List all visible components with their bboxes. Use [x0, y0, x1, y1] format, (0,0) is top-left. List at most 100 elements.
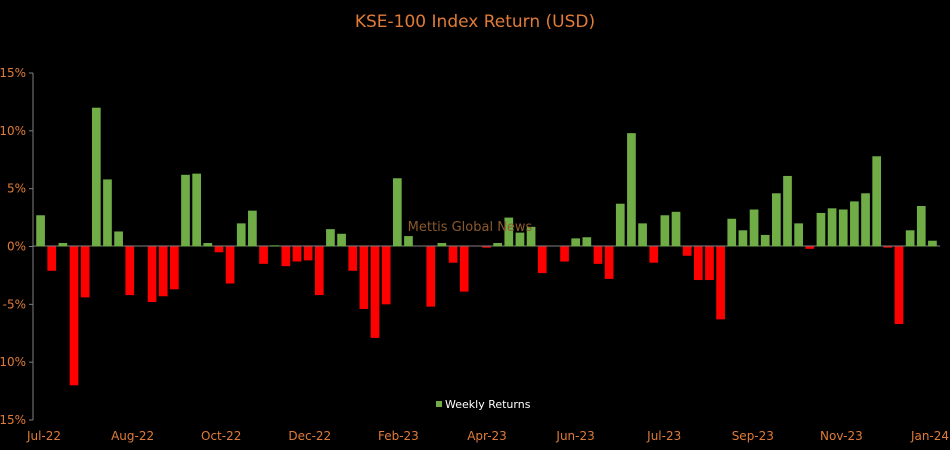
bar [895, 247, 904, 325]
bar [727, 219, 736, 247]
bar [192, 174, 201, 247]
legend-label: Weekly Returns [445, 398, 531, 411]
bar [805, 247, 814, 249]
bar [627, 133, 636, 246]
x-tick-label: Jan-24 [910, 429, 949, 443]
bar [560, 247, 569, 262]
bar [571, 238, 580, 246]
x-tick-label: Jul-22 [26, 429, 61, 443]
bar [315, 247, 324, 296]
bar [482, 247, 491, 248]
bar [59, 243, 68, 246]
y-tick-label: 15% [0, 66, 26, 80]
x-tick-label: Jul-23 [646, 429, 681, 443]
bar [761, 235, 770, 247]
bar [694, 247, 703, 281]
bar [605, 247, 614, 279]
x-tick-label: Oct-22 [201, 429, 241, 443]
bar [371, 247, 380, 338]
x-tick-label: Sep-23 [732, 429, 774, 443]
bar [906, 230, 915, 246]
bar [928, 241, 937, 247]
bar [404, 236, 413, 246]
bar [661, 215, 670, 246]
bar [237, 223, 246, 246]
x-tick-label: Feb-23 [378, 429, 419, 443]
bar [460, 247, 469, 292]
bar [582, 237, 591, 246]
bar [148, 247, 157, 303]
bar [672, 212, 681, 247]
bar [828, 208, 837, 246]
y-ticks: -15% -10% -5% 0% 5% 10% 15% [0, 66, 33, 427]
x-tick-label: Dec-22 [288, 429, 331, 443]
bar [438, 243, 447, 246]
bar [649, 247, 658, 263]
legend: Weekly Returns [436, 398, 531, 411]
y-tick-label: 5% [7, 182, 26, 196]
bar [304, 247, 313, 261]
bar [493, 243, 502, 246]
bar [215, 247, 224, 253]
bar [293, 247, 302, 262]
bar [683, 247, 692, 256]
bar [850, 201, 859, 246]
y-tick-label: -15% [0, 413, 26, 427]
bar [248, 211, 257, 247]
chart-title: KSE-100 Index Return (USD) [355, 12, 595, 32]
bar [326, 229, 335, 246]
bar [203, 243, 212, 246]
bar [337, 234, 346, 247]
bar [794, 223, 803, 246]
bar [226, 247, 235, 284]
legend-swatch [436, 401, 442, 407]
bar [449, 247, 458, 263]
bar [92, 108, 101, 247]
bar [783, 176, 792, 247]
bar [47, 247, 56, 271]
x-tick-label: Apr-23 [467, 429, 507, 443]
x-tick-label: Jun-23 [555, 429, 594, 443]
watermark: Mettis Global News [408, 220, 533, 235]
bar [181, 175, 190, 247]
y-tick-label: 0% [7, 240, 26, 254]
bar [750, 209, 759, 246]
bar [281, 247, 290, 267]
x-tick-label: Nov-23 [820, 429, 863, 443]
y-tick-label: -5% [3, 297, 26, 311]
bar [270, 245, 279, 246]
bar [538, 247, 547, 274]
bar [883, 247, 892, 248]
bar [861, 193, 870, 246]
x-tick-label: Aug-22 [111, 429, 154, 443]
bar [705, 247, 714, 281]
y-tick-label: -10% [0, 355, 26, 369]
bar [259, 247, 268, 264]
bar [616, 204, 625, 247]
bar [594, 247, 603, 264]
bar [638, 223, 647, 246]
bar [114, 231, 123, 246]
bar [839, 209, 848, 246]
bar [716, 247, 725, 320]
bar [772, 193, 781, 246]
bar [125, 247, 134, 296]
bar [81, 247, 90, 298]
bar [36, 215, 45, 246]
bar [393, 178, 402, 246]
bar [872, 156, 881, 246]
bar [103, 179, 112, 246]
bar [426, 247, 435, 307]
bar [159, 247, 168, 297]
y-tick-label: 10% [0, 124, 26, 138]
bar [817, 213, 826, 247]
bar [70, 247, 79, 386]
bar [382, 247, 391, 305]
bar [739, 230, 748, 246]
bar [360, 247, 369, 309]
bar [170, 247, 179, 290]
bar [917, 206, 926, 246]
bar [348, 247, 357, 271]
x-ticks: Jul-22 Aug-22 Oct-22 Dec-22 Feb-23 Apr-23 Jun-… [26, 429, 949, 443]
